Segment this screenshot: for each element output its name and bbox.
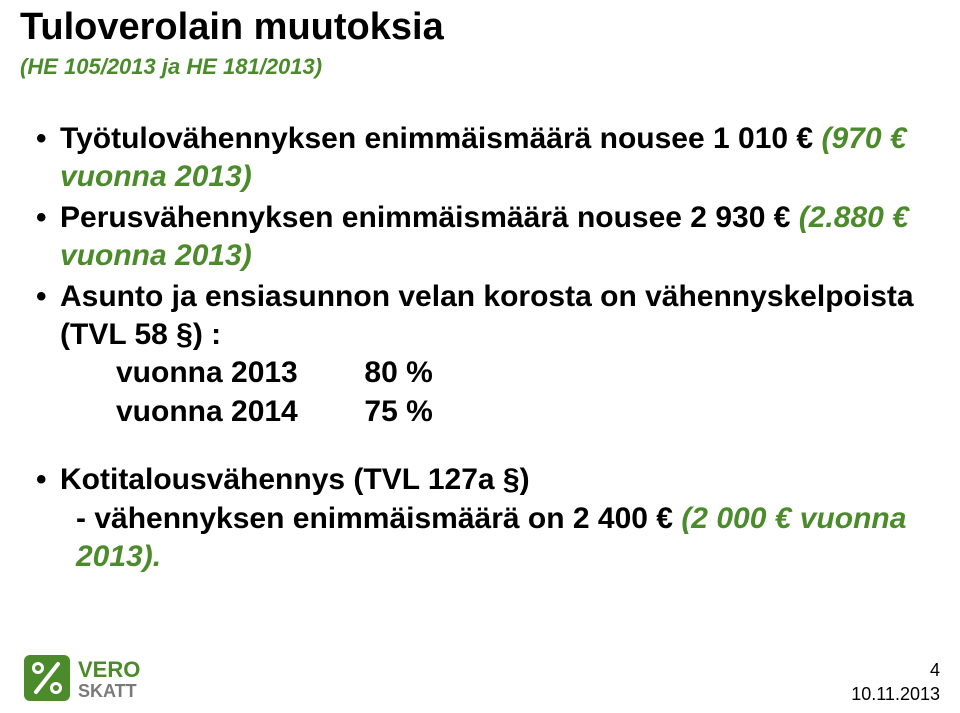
logo-vero-text: VERO [78, 657, 140, 682]
logo-skatt-text: SKATT [78, 681, 137, 701]
vero-logo: VERO SKATT [24, 651, 174, 705]
bullet-text: Asunto ja ensiasunnon velan korosta on v… [60, 280, 914, 351]
bullet-item: Perusvähennyksen enimmäismäärä nousee 2 … [30, 199, 920, 276]
bullet-text: Työtulovähennyksen enimmäismäärä nousee … [60, 122, 821, 155]
footer-date: 10.11.2013 [851, 684, 940, 705]
bullet-subline: vuonna 2014 75 % [60, 393, 920, 431]
bullet-item: Kotitalousvähennys (TVL 127a §) - vähenn… [30, 461, 920, 576]
bullet-text: Kotitalousvähennys (TVL 127a §) [60, 463, 530, 496]
footer: VERO SKATT 4 10.11.2013 [0, 643, 960, 713]
logo-svg: VERO SKATT [24, 651, 174, 705]
bullet-subline: - vähennyksen enimmäismäärä on 2 400 € (… [60, 500, 920, 577]
bullet-text: Perusvähennyksen enimmäismäärä nousee 2 … [60, 201, 799, 234]
slide-title: Tuloverolain muutoksia [20, 6, 444, 49]
sub-prefix: - vähennyksen enimmäismäärä on 2 400 € [76, 502, 681, 535]
slide: Tuloverolain muutoksia (HE 105/2013 ja H… [0, 0, 960, 713]
bullet-list: Työtulovähennyksen enimmäismäärä nousee … [30, 120, 920, 578]
subtitle-text: (HE 105/2013 ja HE 181/2013) [20, 54, 322, 79]
slide-subtitle: (HE 105/2013 ja HE 181/2013) [20, 54, 322, 80]
bullet-item: Työtulovähennyksen enimmäismäärä nousee … [30, 120, 920, 197]
page-number: 4 [930, 660, 940, 681]
bullet-item: Asunto ja ensiasunnon velan korosta on v… [30, 278, 920, 432]
bullet-subline: vuonna 2013 80 % [60, 354, 920, 392]
